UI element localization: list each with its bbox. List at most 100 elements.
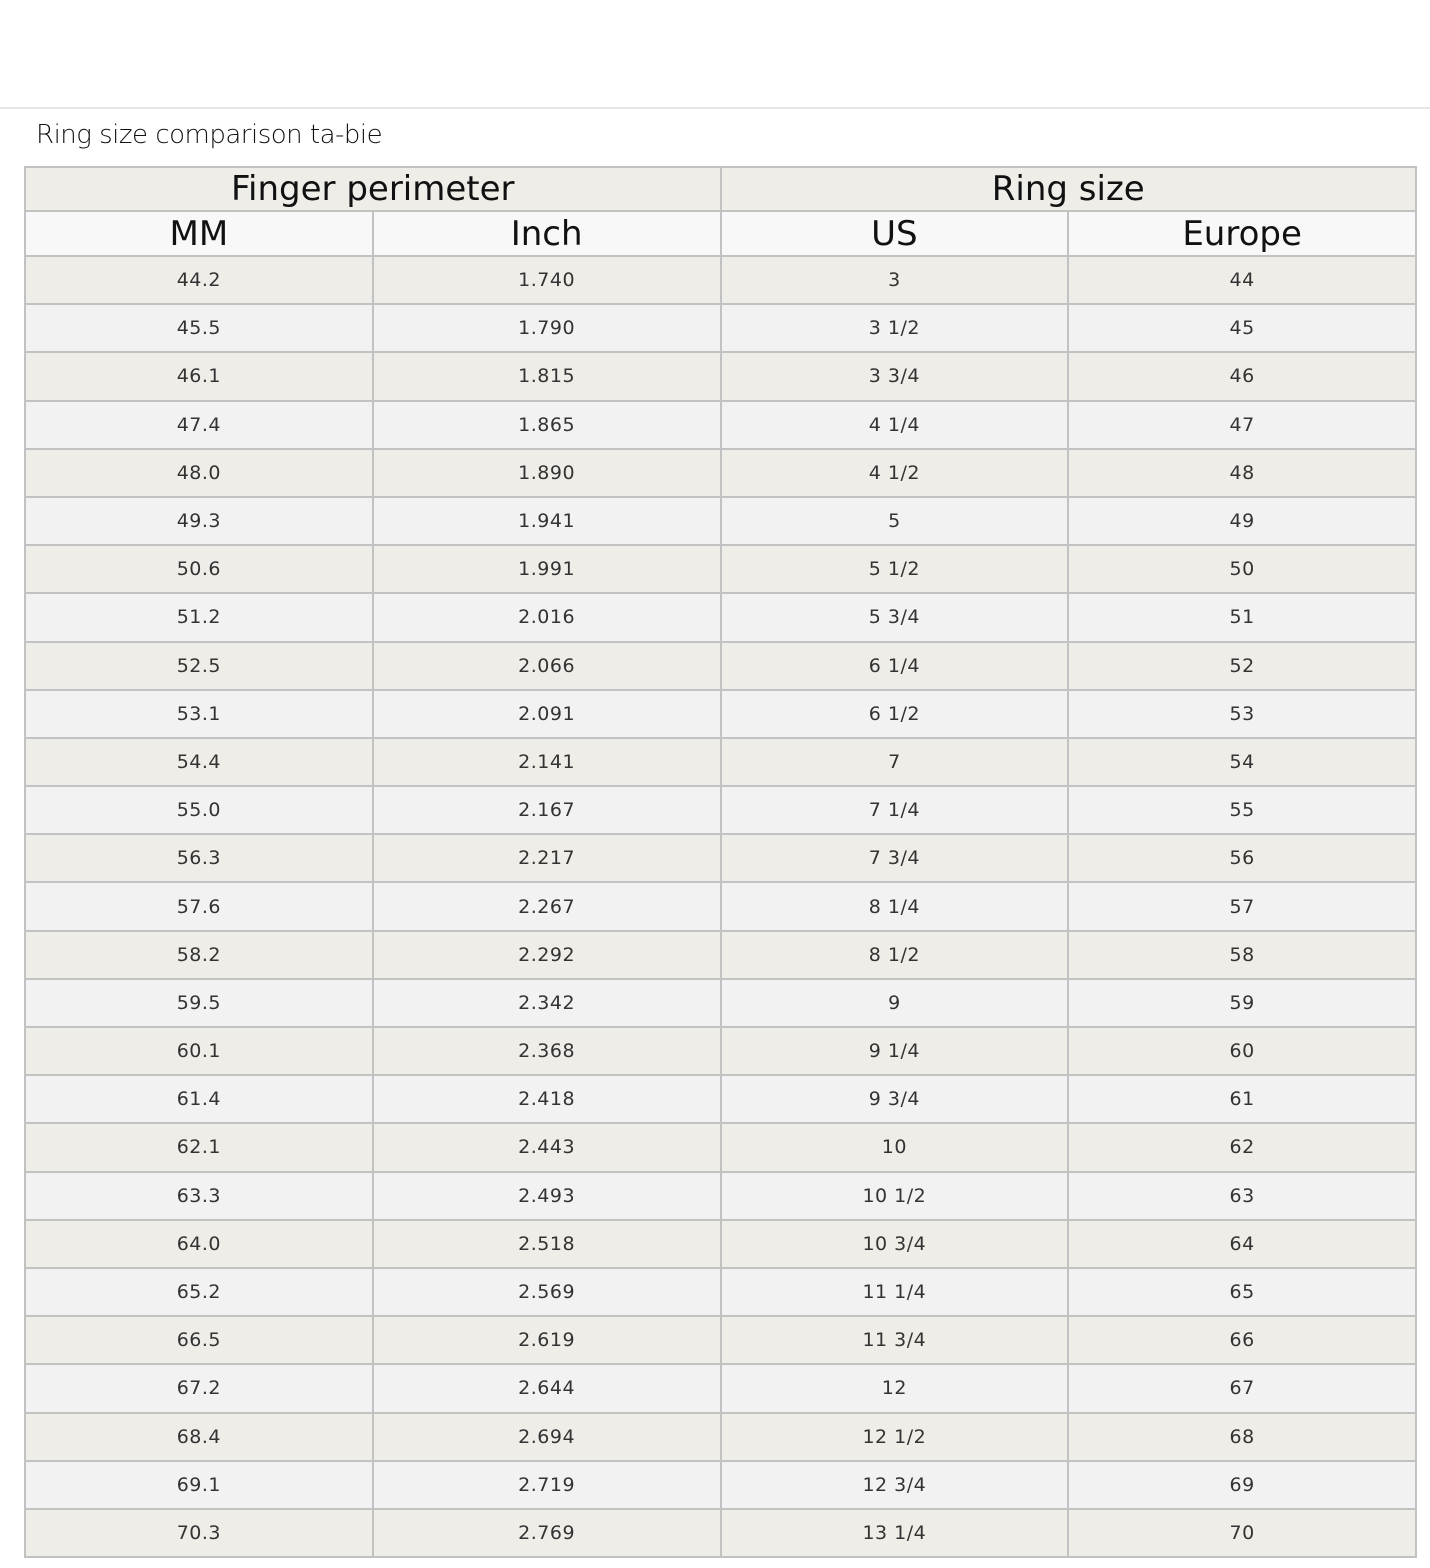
cell-us: 10 3/4 (719, 1218, 1070, 1269)
table-row: 60.1 2.368 9 1/4 60 (24, 1025, 1417, 1077)
cell-europe: 64 (1067, 1218, 1417, 1269)
cell-mm: 49.3 (24, 495, 374, 547)
cell-inch: 2.016 (371, 592, 722, 643)
cell-europe: 48 (1067, 447, 1417, 498)
cell-europe: 67 (1067, 1363, 1417, 1414)
table-row: 47.4 1.865 4 1/4 47 (24, 399, 1417, 450)
table-row: 63.3 2.493 10 1/2 63 (24, 1170, 1417, 1221)
cell-europe: 62 (1067, 1122, 1417, 1173)
cell-mm: 47.4 (24, 399, 374, 450)
cell-inch: 2.418 (371, 1074, 722, 1125)
cell-inch: 2.141 (371, 736, 722, 788)
cell-mm: 62.1 (24, 1122, 374, 1173)
cell-mm: 46.1 (24, 351, 374, 402)
cell-mm: 52.5 (24, 640, 374, 691)
column-header-europe: Europe (1067, 210, 1417, 257)
table-row: 59.5 2.342 9 59 (24, 977, 1417, 1029)
cell-europe: 68 (1067, 1411, 1417, 1462)
cell-mm: 61.4 (24, 1074, 374, 1125)
cell-us: 4 1/4 (719, 399, 1070, 450)
table-row: 49.3 1.941 5 49 (24, 495, 1417, 547)
table-row: 68.4 2.694 12 1/2 68 (24, 1411, 1417, 1462)
table-row: 46.1 1.815 3 3/4 46 (24, 351, 1417, 402)
cell-inch: 1.890 (371, 447, 722, 498)
cell-us: 9 3/4 (719, 1074, 1070, 1125)
cell-us: 12 (719, 1363, 1070, 1414)
cell-europe: 55 (1067, 785, 1417, 836)
cell-us: 12 3/4 (719, 1459, 1070, 1510)
column-header-row: MM Inch US Europe (24, 210, 1417, 257)
cell-us: 4 1/2 (719, 447, 1070, 498)
cell-us: 6 1/4 (719, 640, 1070, 691)
cell-inch: 1.790 (371, 303, 722, 354)
cell-europe: 63 (1067, 1170, 1417, 1221)
cell-europe: 58 (1067, 929, 1417, 980)
cell-inch: 2.368 (371, 1025, 722, 1077)
cell-us: 13 1/4 (719, 1507, 1070, 1559)
table-row: 55.0 2.167 7 1/4 55 (24, 785, 1417, 836)
cell-us: 3 1/2 (719, 303, 1070, 354)
cell-us: 8 1/4 (719, 881, 1070, 932)
cell-inch: 1.815 (371, 351, 722, 402)
cell-inch: 2.769 (371, 1507, 722, 1559)
cell-mm: 67.2 (24, 1363, 374, 1414)
cell-us: 3 (719, 254, 1070, 306)
table-row: 57.6 2.267 8 1/4 57 (24, 881, 1417, 932)
cell-mm: 70.3 (24, 1507, 374, 1559)
cell-us: 11 3/4 (719, 1315, 1070, 1366)
cell-inch: 2.694 (371, 1411, 722, 1462)
cell-us: 10 1/2 (719, 1170, 1070, 1221)
cell-inch: 2.091 (371, 688, 722, 739)
table-row: 44.2 1.740 3 44 (24, 254, 1417, 306)
cell-mm: 65.2 (24, 1266, 374, 1318)
page-title: Ring size comparison ta-bie (36, 120, 383, 150)
top-bar (0, 0, 1430, 109)
cell-us: 5 (719, 495, 1070, 547)
cell-europe: 56 (1067, 833, 1417, 884)
cell-europe: 66 (1067, 1315, 1417, 1366)
cell-europe: 60 (1067, 1025, 1417, 1077)
cell-europe: 51 (1067, 592, 1417, 643)
column-header-us: US (719, 210, 1070, 257)
ring-size-table: Finger perimeter Ring size MM Inch US Eu… (24, 166, 1417, 1559)
group-header-ring-size: Ring size (719, 166, 1417, 212)
column-header-inch: Inch (371, 210, 722, 257)
cell-europe: 53 (1067, 688, 1417, 739)
cell-inch: 2.443 (371, 1122, 722, 1173)
table-row: 61.4 2.418 9 3/4 61 (24, 1074, 1417, 1125)
cell-mm: 56.3 (24, 833, 374, 884)
table-row: 52.5 2.066 6 1/4 52 (24, 640, 1417, 691)
cell-inch: 1.991 (371, 544, 722, 595)
table-row: 70.3 2.769 13 1/4 70 (24, 1507, 1417, 1559)
cell-us: 3 3/4 (719, 351, 1070, 402)
cell-europe: 61 (1067, 1074, 1417, 1125)
cell-us: 5 3/4 (719, 592, 1070, 643)
cell-europe: 44 (1067, 254, 1417, 306)
cell-inch: 1.865 (371, 399, 722, 450)
cell-inch: 2.644 (371, 1363, 722, 1414)
cell-us: 5 1/2 (719, 544, 1070, 595)
cell-us: 11 1/4 (719, 1266, 1070, 1318)
cell-us: 9 1/4 (719, 1025, 1070, 1077)
cell-europe: 65 (1067, 1266, 1417, 1318)
cell-inch: 2.217 (371, 833, 722, 884)
cell-europe: 59 (1067, 977, 1417, 1029)
cell-mm: 57.6 (24, 881, 374, 932)
cell-inch: 1.740 (371, 254, 722, 306)
table-row: 53.1 2.091 6 1/2 53 (24, 688, 1417, 739)
cell-europe: 69 (1067, 1459, 1417, 1510)
cell-us: 12 1/2 (719, 1411, 1070, 1462)
table-row: 65.2 2.569 11 1/4 65 (24, 1266, 1417, 1318)
table-row: 48.0 1.890 4 1/2 48 (24, 447, 1417, 498)
cell-inch: 2.342 (371, 977, 722, 1029)
table-row: 54.4 2.141 7 54 (24, 736, 1417, 788)
cell-mm: 50.6 (24, 544, 374, 595)
cell-mm: 44.2 (24, 254, 374, 306)
cell-us: 7 1/4 (719, 785, 1070, 836)
table-row: 67.2 2.644 12 67 (24, 1363, 1417, 1414)
table-row: 50.6 1.991 5 1/2 50 (24, 544, 1417, 595)
cell-mm: 48.0 (24, 447, 374, 498)
table-row: 58.2 2.292 8 1/2 58 (24, 929, 1417, 980)
cell-mm: 63.3 (24, 1170, 374, 1221)
cell-europe: 46 (1067, 351, 1417, 402)
